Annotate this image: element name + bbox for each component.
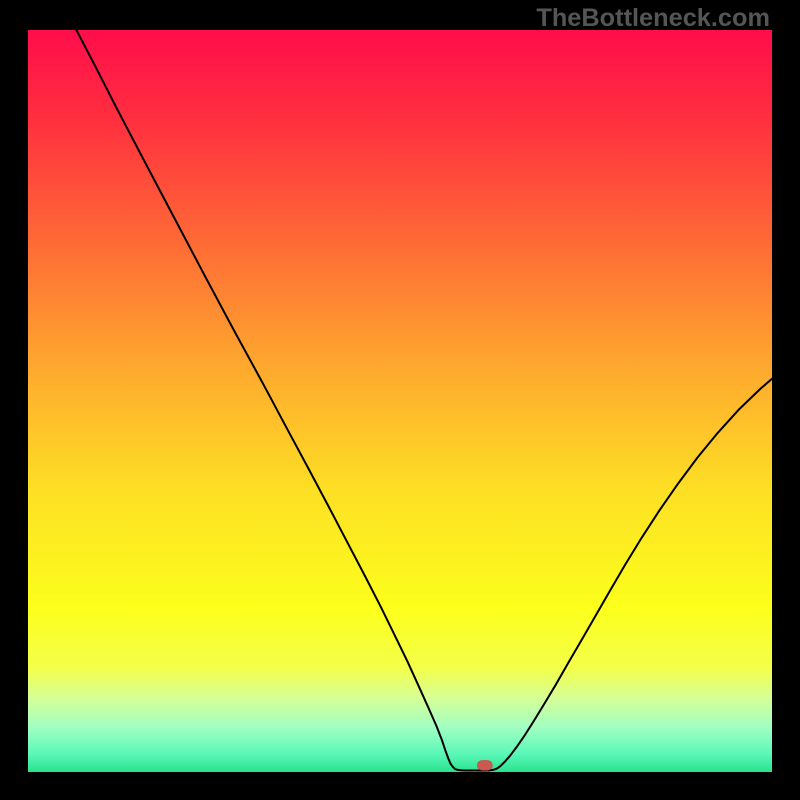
optimum-marker [477, 761, 492, 771]
chart-plot-area [28, 30, 772, 772]
curve-overlay-layer [28, 30, 772, 772]
watermark-text: TheBottleneck.com [536, 4, 770, 33]
bottleneck-curve [76, 30, 772, 771]
